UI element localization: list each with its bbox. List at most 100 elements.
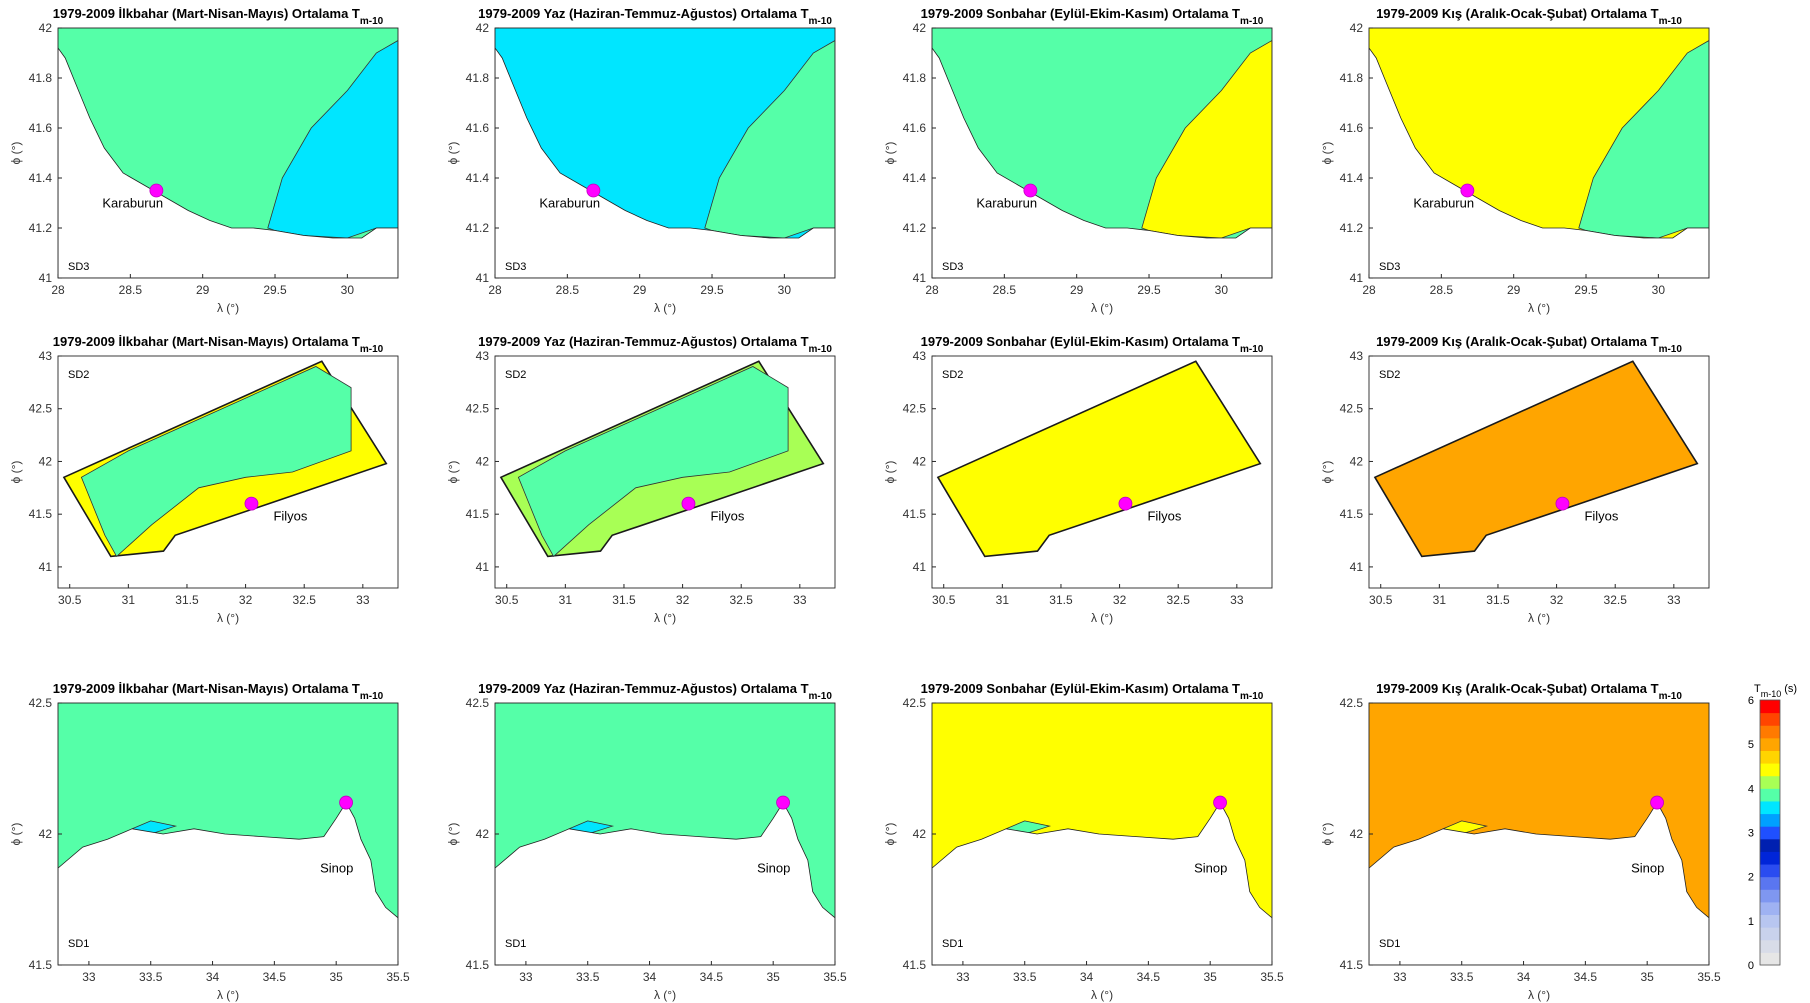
x-tick-label: 30.5 bbox=[932, 593, 956, 607]
x-tick-label: 32.5 bbox=[1604, 593, 1628, 607]
colorbar-segment bbox=[1760, 851, 1780, 865]
x-tick-label: 29.5 bbox=[263, 283, 287, 297]
x-tick-label: 30.5 bbox=[495, 593, 519, 607]
map-panel: 1979-2009 Yaz (Haziran-Temmuz-Ağustos) O… bbox=[446, 6, 836, 315]
panel-title-subscript: m-10 bbox=[1659, 16, 1683, 27]
panel-title-subscript: m-10 bbox=[809, 344, 833, 355]
y-tick-label: 42.5 bbox=[903, 402, 927, 416]
site-label: Filyos bbox=[1584, 509, 1618, 524]
y-tick-label: 42.5 bbox=[466, 402, 490, 416]
x-tick-label: 32.5 bbox=[293, 593, 317, 607]
y-tick-label: 41.8 bbox=[1340, 71, 1364, 85]
x-tick-label: 35 bbox=[767, 970, 781, 984]
colorbar-segment bbox=[1760, 763, 1780, 777]
x-tick-label: 33 bbox=[1667, 593, 1681, 607]
y-tick-label: 41 bbox=[476, 271, 490, 285]
x-tick-label: 33 bbox=[793, 593, 807, 607]
y-axis-label: ϕ (°) bbox=[883, 823, 897, 846]
y-tick-label: 41 bbox=[39, 560, 53, 574]
y-tick-label: 41 bbox=[913, 560, 927, 574]
map-panel: 1979-2009 İlkbahar (Mart-Nisan-Mayıs) Or… bbox=[9, 6, 399, 315]
map-panel: 1979-2009 Kış (Aralık-Ocak-Şubat) Ortala… bbox=[1320, 334, 1710, 625]
colorbar-title: Tm-10 (s) bbox=[1754, 683, 1797, 699]
site-label: Karaburun bbox=[976, 196, 1037, 211]
colorbar-segment bbox=[1760, 876, 1780, 890]
x-tick-label: 35.5 bbox=[823, 970, 847, 984]
x-tick-label: 34.5 bbox=[1574, 970, 1598, 984]
x-axis-label: λ (°) bbox=[1528, 988, 1550, 1002]
site-label: Filyos bbox=[1147, 509, 1181, 524]
x-tick-label: 31 bbox=[559, 593, 573, 607]
x-tick-label: 33 bbox=[82, 970, 96, 984]
x-tick-label: 29 bbox=[1507, 283, 1521, 297]
x-tick-label: 32.5 bbox=[1167, 593, 1191, 607]
axes-frame bbox=[494, 355, 836, 589]
site-label: Filyos bbox=[273, 509, 307, 524]
panel-title-subscript: m-10 bbox=[360, 16, 384, 27]
y-tick-label: 42 bbox=[476, 827, 490, 841]
site-label: Sinop bbox=[1194, 861, 1227, 876]
y-tick-label: 42 bbox=[913, 21, 927, 35]
y-tick-label: 41.5 bbox=[466, 958, 490, 972]
y-tick-label: 41.4 bbox=[903, 171, 927, 185]
panel-title: 1979-2009 Sonbahar (Eylül-Ekim-Kasım) Or… bbox=[921, 6, 1264, 27]
region-label: SD3 bbox=[505, 261, 526, 273]
y-tick-label: 43 bbox=[1350, 349, 1364, 363]
site-marker bbox=[149, 183, 164, 198]
y-tick-label: 42 bbox=[1350, 454, 1364, 468]
x-tick-label: 33 bbox=[956, 970, 970, 984]
map-panel: 1979-2009 Sonbahar (Eylül-Ekim-Kasım) Or… bbox=[883, 6, 1273, 315]
land-mask bbox=[1369, 801, 1709, 965]
site-marker bbox=[244, 496, 259, 511]
y-tick-label: 41.4 bbox=[1340, 171, 1364, 185]
y-axis-label: ϕ (°) bbox=[446, 142, 460, 165]
land-mask bbox=[932, 801, 1272, 965]
y-tick-label: 41.2 bbox=[1340, 221, 1364, 235]
colorbar-segment bbox=[1760, 927, 1780, 941]
y-axis-label: ϕ (°) bbox=[1320, 461, 1334, 484]
site-marker bbox=[1213, 795, 1227, 810]
x-tick-label: 33.5 bbox=[1013, 970, 1037, 984]
y-tick-label: 41.8 bbox=[903, 71, 927, 85]
panel-title: 1979-2009 Kış (Aralık-Ocak-Şubat) Ortala… bbox=[1376, 334, 1682, 355]
x-tick-label: 28 bbox=[925, 283, 939, 297]
panel-title: 1979-2009 Kış (Aralık-Ocak-Şubat) Ortala… bbox=[1376, 6, 1682, 27]
x-tick-label: 30 bbox=[778, 283, 792, 297]
y-tick-label: 41.5 bbox=[1340, 958, 1364, 972]
x-tick-label: 34 bbox=[643, 970, 657, 984]
colorbar-title-subscript: m-10 bbox=[1761, 689, 1782, 699]
y-tick-label: 41 bbox=[1350, 271, 1364, 285]
map-panel: 1979-2009 Sonbahar (Eylül-Ekim-Kasım) Or… bbox=[883, 334, 1273, 625]
site-marker bbox=[1650, 795, 1664, 810]
x-axis-label: λ (°) bbox=[217, 301, 239, 315]
y-tick-label: 42 bbox=[476, 454, 490, 468]
x-tick-label: 35 bbox=[1641, 970, 1655, 984]
region-label: SD3 bbox=[68, 261, 89, 273]
region-label: SD2 bbox=[505, 369, 526, 381]
y-tick-label: 41 bbox=[1350, 560, 1364, 574]
site-marker bbox=[776, 795, 790, 810]
y-axis-label: ϕ (°) bbox=[1320, 823, 1334, 846]
x-tick-label: 29 bbox=[196, 283, 210, 297]
colorbar-tick-label: 4 bbox=[1748, 783, 1754, 795]
y-axis-label: ϕ (°) bbox=[9, 142, 23, 165]
y-tick-label: 42 bbox=[39, 21, 53, 35]
colorbar-segment bbox=[1760, 700, 1780, 714]
region-label: SD2 bbox=[942, 369, 963, 381]
x-tick-label: 33 bbox=[1230, 593, 1244, 607]
wave-period-contour bbox=[80, 366, 352, 558]
y-tick-label: 41.6 bbox=[29, 121, 53, 135]
colorbar-segment bbox=[1760, 775, 1780, 789]
land-mask bbox=[1369, 47, 1709, 278]
land-mask bbox=[58, 801, 398, 965]
panel-title-subscript: m-10 bbox=[809, 691, 833, 702]
site-marker bbox=[1460, 183, 1475, 198]
y-axis-label: ϕ (°) bbox=[9, 823, 23, 846]
region-label: SD2 bbox=[68, 369, 89, 381]
panel-title: 1979-2009 İlkbahar (Mart-Nisan-Mayıs) Or… bbox=[53, 6, 384, 27]
panel-title: 1979-2009 İlkbahar (Mart-Nisan-Mayıs) Or… bbox=[53, 334, 384, 355]
x-tick-label: 28 bbox=[51, 283, 65, 297]
x-tick-label: 30 bbox=[1215, 283, 1229, 297]
y-tick-label: 41.4 bbox=[466, 171, 490, 185]
x-tick-label: 33.5 bbox=[576, 970, 600, 984]
